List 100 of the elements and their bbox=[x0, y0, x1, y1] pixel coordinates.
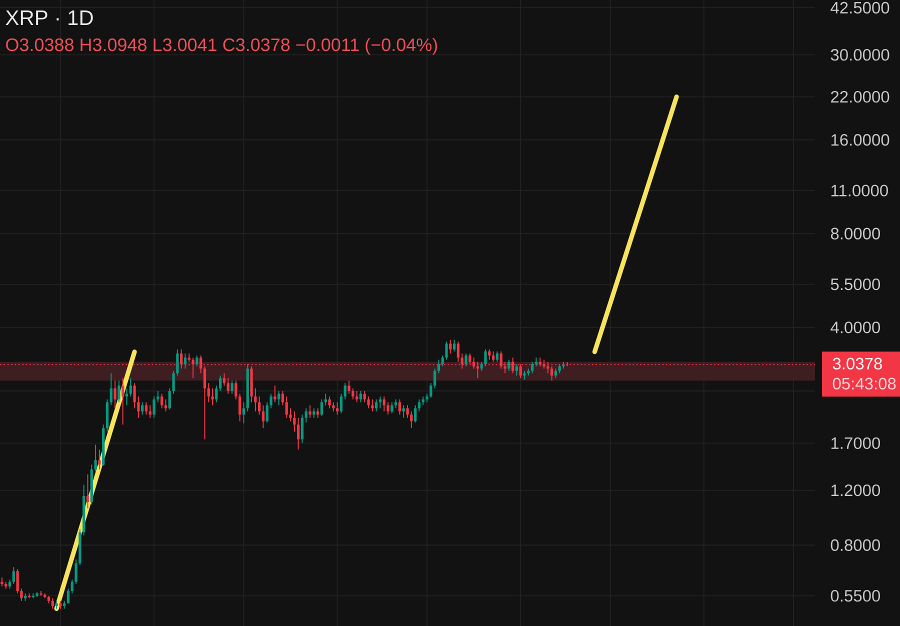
candlestick bbox=[47, 596, 50, 604]
candlestick bbox=[289, 408, 292, 422]
ref-line-label: 3.0378 bbox=[832, 358, 882, 370]
candlestick bbox=[219, 376, 222, 391]
candlestick bbox=[184, 353, 187, 369]
candlestick bbox=[449, 340, 452, 354]
candlestick bbox=[320, 399, 324, 416]
candlestick bbox=[281, 390, 284, 406]
candlestick bbox=[176, 349, 179, 376]
candlestick bbox=[78, 529, 82, 566]
candlestick bbox=[293, 411, 296, 432]
candlestick bbox=[312, 408, 316, 418]
candlestick bbox=[207, 383, 210, 402]
candlestick bbox=[168, 388, 171, 410]
candlestick bbox=[296, 418, 300, 450]
candlestick bbox=[390, 402, 394, 414]
y-tick-label: 1.2000 bbox=[831, 484, 880, 496]
candlestick bbox=[226, 378, 230, 394]
candlestick bbox=[324, 394, 327, 406]
candlestick bbox=[527, 368, 530, 376]
candlestick bbox=[530, 362, 534, 374]
candlestick bbox=[262, 405, 265, 428]
candlestick bbox=[148, 405, 152, 418]
y-tick-label: 5.5000 bbox=[830, 278, 880, 290]
candlestick bbox=[40, 590, 42, 596]
candlestick bbox=[437, 360, 440, 374]
candlestick bbox=[8, 580, 12, 589]
candlestick bbox=[90, 464, 93, 505]
candlestick bbox=[430, 383, 432, 398]
candlestick bbox=[484, 349, 487, 366]
candlestick bbox=[554, 368, 558, 378]
candlestick bbox=[332, 402, 335, 412]
candlestick bbox=[20, 588, 23, 601]
candlestick bbox=[118, 380, 120, 402]
y-tick-label: 42.5000 bbox=[830, 2, 890, 14]
candlestick bbox=[164, 399, 168, 412]
candlestick bbox=[66, 588, 70, 604]
candlestick bbox=[51, 598, 54, 609]
candlestick bbox=[382, 396, 386, 412]
candlestick bbox=[4, 582, 8, 589]
candlestick bbox=[452, 340, 456, 352]
candlestick bbox=[456, 342, 460, 362]
y-tick-label: 1.7000 bbox=[831, 437, 880, 450]
candlestick bbox=[16, 569, 19, 594]
text: 05:43:08 bbox=[832, 378, 896, 390]
candlestick bbox=[122, 378, 124, 425]
candlestick bbox=[386, 402, 390, 415]
candlestick bbox=[114, 380, 116, 408]
candlestick bbox=[125, 388, 128, 406]
candlestick bbox=[63, 600, 66, 609]
candlestick bbox=[414, 405, 417, 423]
candlestick bbox=[464, 353, 468, 366]
candlestick bbox=[144, 402, 148, 415]
y-tick-label: 11.0000 bbox=[831, 184, 888, 196]
candlestick bbox=[192, 358, 194, 378]
candlestick bbox=[156, 390, 160, 402]
candlestick bbox=[308, 405, 312, 418]
candlestick bbox=[508, 360, 510, 371]
candlestick bbox=[242, 402, 246, 424]
candlestick bbox=[277, 390, 280, 406]
candlestick bbox=[363, 390, 366, 402]
candlestick bbox=[24, 593, 27, 601]
candlestick bbox=[406, 405, 409, 418]
candlestick bbox=[230, 380, 234, 394]
candlestick bbox=[562, 362, 565, 369]
candlestick bbox=[141, 402, 144, 415]
candlestick bbox=[492, 351, 495, 362]
y-tick-label: 8.0000 bbox=[830, 228, 880, 240]
candlestick bbox=[496, 351, 499, 362]
candlestick bbox=[106, 399, 109, 432]
candlestick bbox=[28, 593, 31, 598]
candlestick bbox=[367, 396, 370, 408]
candlestick bbox=[488, 349, 491, 360]
candlestick bbox=[355, 390, 358, 402]
candlestick bbox=[137, 396, 140, 418]
candlestick bbox=[94, 444, 97, 472]
candlestick bbox=[110, 373, 112, 406]
candlestick bbox=[336, 402, 339, 415]
candlestick bbox=[222, 373, 226, 386]
candlestick bbox=[558, 364, 561, 374]
y-tick-label: 22.0000 bbox=[831, 90, 890, 103]
candlestick bbox=[172, 370, 175, 394]
candlestick bbox=[410, 411, 413, 428]
candlestick bbox=[344, 383, 346, 400]
candlestick bbox=[371, 399, 374, 412]
candlestick bbox=[441, 356, 444, 366]
candlestick bbox=[316, 408, 320, 418]
candlestick bbox=[523, 370, 526, 380]
y-tick-label: 0.8000 bbox=[830, 539, 880, 551]
candlestick bbox=[374, 399, 378, 412]
candlestick bbox=[246, 364, 249, 412]
candlestick bbox=[433, 368, 436, 388]
candlestick bbox=[234, 380, 238, 400]
candlestick bbox=[74, 559, 78, 584]
y-tick-label: 16.0000 bbox=[831, 134, 890, 146]
candlestick bbox=[211, 388, 214, 406]
y-tick-label: 0.5500 bbox=[830, 590, 880, 602]
candlestick bbox=[480, 362, 483, 371]
candlestick bbox=[398, 399, 402, 415]
candlestick bbox=[133, 383, 136, 408]
